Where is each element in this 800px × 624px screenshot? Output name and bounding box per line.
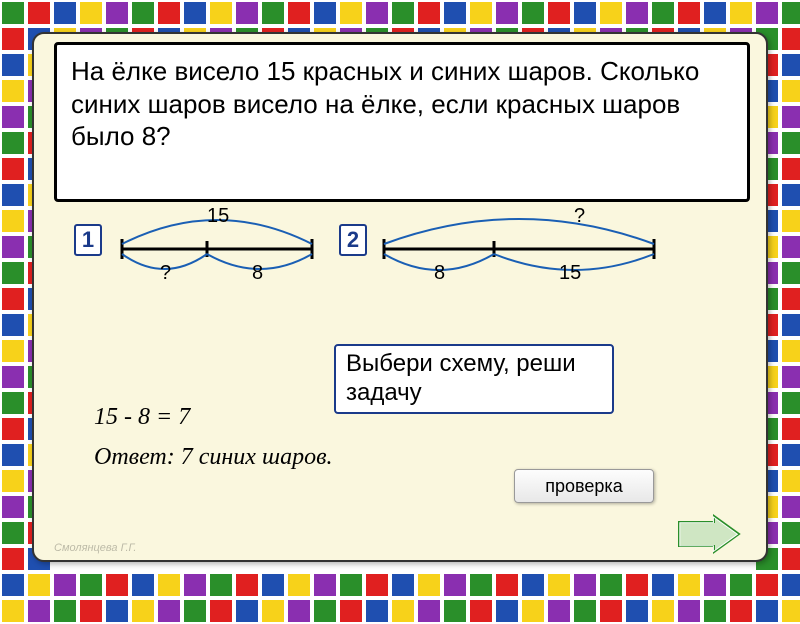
problem-text: На ёлке висело 15 красных и синих шаров.… <box>71 56 699 151</box>
problem-text-box: На ёлке висело 15 красных и синих шаров.… <box>54 42 750 202</box>
diagram-1-total: 15 <box>207 205 229 227</box>
next-arrow-icon[interactable] <box>674 514 744 554</box>
diagram-2-total: ? <box>574 205 585 227</box>
diagram-1-right: 8 <box>252 262 263 284</box>
diagram-2-right: 15 <box>559 262 581 284</box>
diagram-2[interactable]: ? 8 15 <box>374 204 664 284</box>
diagram-2-badge[interactable]: 2 <box>339 224 367 256</box>
answer-text: Ответ: 7 синих шаров. <box>94 444 394 471</box>
prompt-box: Выбери схему, реши задачу <box>334 344 614 414</box>
prompt-text: Выбери схему, реши задачу <box>346 350 576 406</box>
diagram-1-left: ? <box>160 262 171 284</box>
diagram-1[interactable]: 15 ? 8 <box>112 204 322 284</box>
check-button[interactable]: проверка <box>514 469 654 503</box>
solution-equation: 15 - 8 = 7 <box>94 404 190 431</box>
author-credit: Смолянцева Г.Г. <box>54 542 136 554</box>
diagram-2-left: 8 <box>434 262 445 284</box>
content-card: На ёлке висело 15 красных и синих шаров.… <box>32 32 768 562</box>
diagram-1-badge[interactable]: 1 <box>74 224 102 256</box>
